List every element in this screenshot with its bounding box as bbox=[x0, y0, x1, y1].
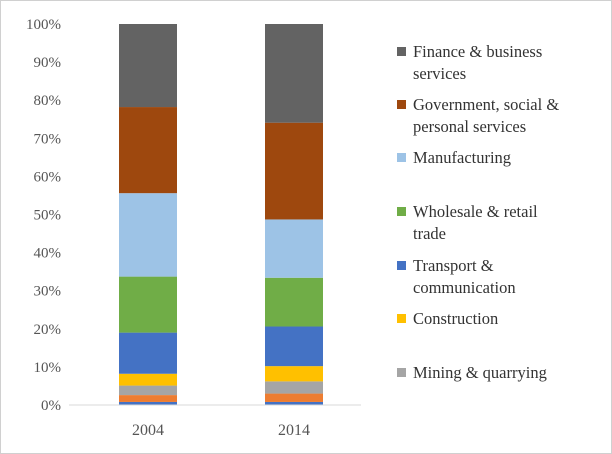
legend-swatch bbox=[397, 261, 406, 270]
legend-item: Construction bbox=[397, 309, 498, 328]
bar-segment bbox=[265, 381, 323, 394]
legend-label: personal services bbox=[413, 117, 526, 136]
bar-segment bbox=[119, 373, 177, 386]
legend-swatch bbox=[397, 368, 406, 377]
y-tick-label: 20% bbox=[34, 322, 62, 338]
x-tick-label: 2014 bbox=[278, 422, 310, 439]
bar-segment bbox=[265, 219, 323, 278]
y-tick-label: 90% bbox=[34, 55, 62, 71]
bar-segment bbox=[265, 326, 323, 367]
legend-label: Government, social & bbox=[413, 95, 559, 114]
bar-segment bbox=[119, 332, 177, 374]
bar-segment bbox=[265, 366, 323, 382]
legend-item: Mining & quarrying bbox=[397, 363, 547, 382]
legend-item: Government, social & personal services bbox=[397, 95, 559, 136]
y-tick-label: 0% bbox=[41, 398, 61, 414]
legend-label: communication bbox=[413, 278, 516, 297]
y-tick-label: 80% bbox=[34, 93, 62, 109]
y-tick-label: 40% bbox=[34, 246, 62, 262]
legend-label: Construction bbox=[413, 309, 498, 328]
bar-segment bbox=[265, 393, 323, 402]
bar-stack-2014 bbox=[265, 24, 323, 405]
legend-label: Mining & quarrying bbox=[413, 363, 547, 382]
x-tick-label: 2004 bbox=[132, 422, 164, 439]
y-tick-label: 100% bbox=[26, 17, 61, 33]
legend-label: Wholesale & retail bbox=[413, 202, 538, 221]
legend-label: Finance & business bbox=[413, 42, 542, 61]
x-axis: 2004 2014 bbox=[69, 404, 361, 439]
legend-swatch bbox=[397, 47, 406, 56]
bar-segment bbox=[119, 395, 177, 402]
y-tick-label: 60% bbox=[34, 169, 62, 185]
y-tick-label: 30% bbox=[34, 284, 62, 300]
y-tick-label: 70% bbox=[34, 131, 62, 147]
bar-segment bbox=[265, 122, 323, 220]
bar-segment bbox=[265, 24, 323, 123]
bar-segment bbox=[119, 24, 177, 108]
legend-item: Finance & business services bbox=[397, 42, 542, 83]
bar-segment bbox=[119, 107, 177, 194]
y-tick-label: 10% bbox=[34, 360, 62, 376]
legend-label: Manufacturing bbox=[413, 148, 511, 167]
y-axis: 0% 10% 20% 30% 40% 50% 60% 70% 80% 90% 100% bbox=[26, 17, 61, 414]
bar-segment bbox=[119, 401, 177, 405]
legend-swatch bbox=[397, 153, 406, 162]
legend-swatch bbox=[397, 100, 406, 109]
bar-segment bbox=[265, 401, 323, 405]
bar-segment bbox=[119, 276, 177, 333]
legend-label: services bbox=[413, 64, 466, 83]
bars bbox=[119, 24, 323, 405]
bar-segment bbox=[119, 193, 177, 277]
bar-segment bbox=[119, 385, 177, 396]
legend-label: Transport & bbox=[413, 256, 494, 275]
legend-swatch bbox=[397, 314, 406, 323]
legend: Finance & business services Government, so… bbox=[397, 42, 559, 382]
legend-swatch bbox=[397, 207, 406, 216]
bar-segment bbox=[265, 277, 323, 327]
bar-stack-2004 bbox=[119, 24, 177, 405]
legend-item: Wholesale & retail trade bbox=[397, 202, 538, 243]
y-tick-label: 50% bbox=[34, 208, 62, 224]
legend-item: Transport & communication bbox=[397, 256, 516, 297]
legend-label: trade bbox=[413, 224, 446, 243]
legend-item: Manufacturing bbox=[397, 148, 511, 167]
